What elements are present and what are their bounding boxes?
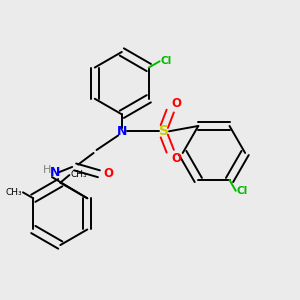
Text: Cl: Cl — [161, 56, 172, 66]
Text: O: O — [172, 152, 182, 165]
Text: N: N — [50, 166, 60, 179]
Text: O: O — [103, 167, 113, 180]
Text: CH₃: CH₃ — [70, 170, 87, 179]
Text: N: N — [117, 125, 127, 138]
Text: S: S — [159, 124, 169, 138]
Text: CH₃: CH₃ — [5, 188, 22, 197]
Text: Cl: Cl — [237, 186, 248, 197]
Text: O: O — [172, 98, 182, 110]
Text: H: H — [43, 165, 51, 175]
